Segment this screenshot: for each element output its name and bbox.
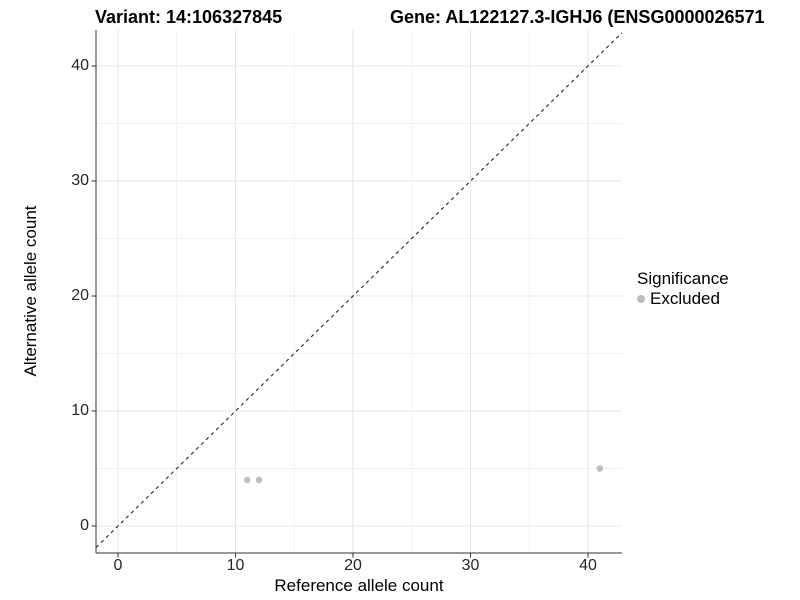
legend-item-label: Excluded xyxy=(650,289,720,308)
plot-title-gene: Gene: AL122127.3-IGHJ6 (ENSG0000026571 xyxy=(390,7,765,27)
legend-point-swatch xyxy=(637,295,645,303)
data-point xyxy=(596,465,603,472)
y-tick-label: 30 xyxy=(71,172,89,189)
data-point xyxy=(244,476,251,484)
x-tick-label: 40 xyxy=(579,557,597,574)
legend: Significance Excluded xyxy=(637,268,729,309)
y-axis-title: Alternative allele count xyxy=(21,205,40,377)
x-tick-label: 10 xyxy=(226,557,245,574)
identity-dashed-line xyxy=(95,32,623,548)
legend-item-excluded: Excluded xyxy=(637,289,729,309)
x-tick-label: 0 xyxy=(113,557,123,574)
plot-title-variant: Variant: 14:106327845 xyxy=(95,7,283,27)
x-axis-title: Reference allele count xyxy=(274,576,444,595)
x-tick-label: 20 xyxy=(344,557,362,574)
y-tick-label: 10 xyxy=(71,402,89,419)
y-tick-label: 40 xyxy=(71,57,89,74)
y-tick-label: 20 xyxy=(71,287,89,304)
data-point xyxy=(255,476,263,484)
x-tick-label: 30 xyxy=(461,557,480,574)
y-tick-label: 0 xyxy=(80,517,89,534)
legend-title: Significance xyxy=(637,269,729,288)
